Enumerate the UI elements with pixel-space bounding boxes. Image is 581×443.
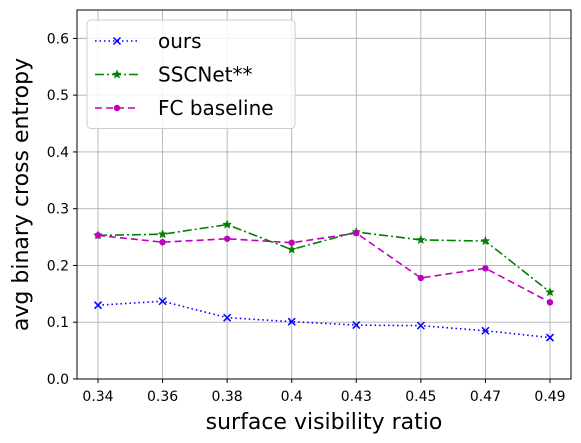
- y-tick-label: 0.0: [47, 372, 69, 388]
- data-point: [95, 232, 101, 238]
- legend-label: SSCNet**: [158, 63, 252, 87]
- y-axis-label: avg binary cross entropy: [9, 58, 34, 331]
- x-tick-label: 0.43: [341, 389, 372, 405]
- x-tick-label: 0.49: [534, 389, 565, 405]
- data-point: [482, 265, 488, 271]
- legend-label: ours: [158, 29, 202, 53]
- data-point: [224, 236, 230, 242]
- y-tick-label: 0.2: [47, 258, 69, 274]
- y-tick-label: 0.6: [47, 31, 69, 47]
- y-tick-label: 0.3: [47, 202, 69, 218]
- x-tick-label: 0.36: [147, 389, 178, 405]
- data-point: [114, 105, 120, 111]
- x-tick-label: 0.47: [470, 389, 501, 405]
- x-tick-label: 0.34: [82, 389, 113, 405]
- y-tick-label: 0.1: [47, 315, 69, 331]
- x-tick-label: 0.4: [281, 389, 303, 405]
- data-point: [159, 239, 165, 245]
- data-point: [353, 230, 359, 236]
- legend-label: FC baseline: [158, 96, 274, 120]
- data-point: [418, 275, 424, 281]
- data-point: [289, 240, 295, 246]
- data-point: [547, 299, 553, 305]
- y-tick-label: 0.5: [47, 88, 69, 104]
- x-axis-label: surface visibility ratio: [206, 410, 443, 435]
- legend: ours SSCNet** FC baseline: [87, 20, 295, 129]
- y-tick-label: 0.4: [47, 145, 69, 161]
- x-tick-label: 0.45: [405, 389, 436, 405]
- x-tick-label: 0.38: [212, 389, 243, 405]
